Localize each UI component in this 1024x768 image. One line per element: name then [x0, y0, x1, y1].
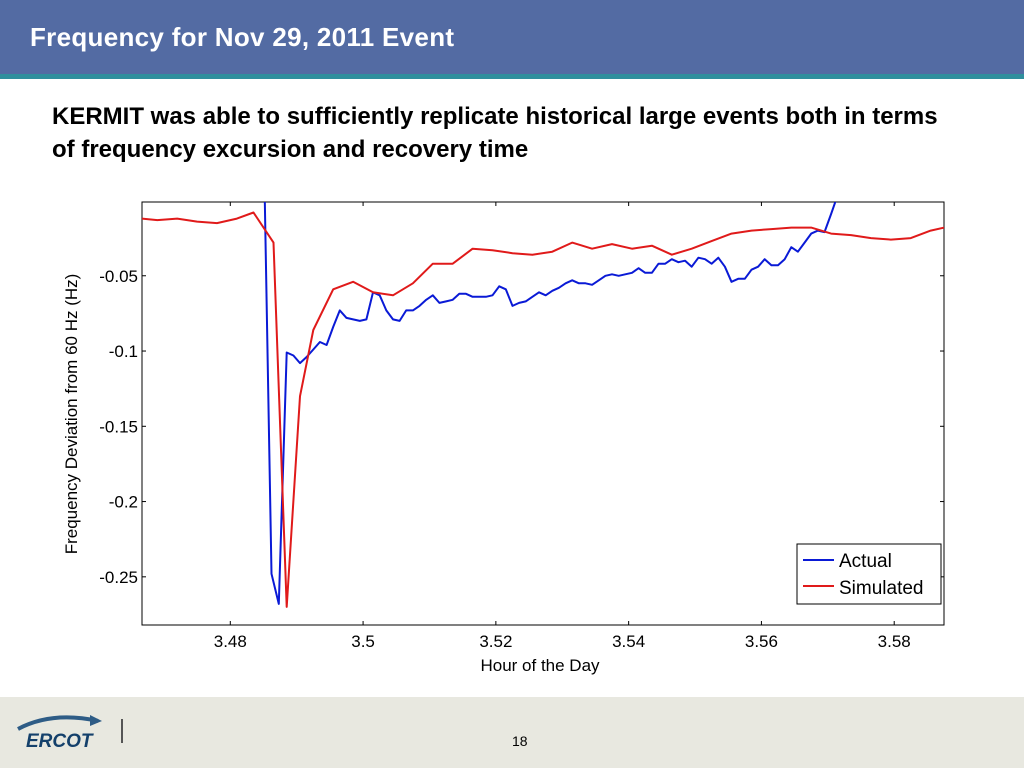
- ercot-logo: ERCOT: [17, 715, 102, 752]
- x-axis-label: Hour of the Day: [480, 656, 600, 675]
- x-tick-label: 3.5: [351, 632, 375, 651]
- slide-title: Frequency for Nov 29, 2011 Event: [30, 22, 455, 52]
- x-tick-label: 3.48: [214, 632, 247, 651]
- title-divider: [0, 74, 1024, 79]
- y-tick-label: -0.15: [99, 417, 138, 436]
- footer: ERCOT 18: [0, 697, 1024, 768]
- legend-label-simulated: Simulated: [839, 578, 924, 599]
- y-tick-label: -0.25: [99, 568, 138, 587]
- page-number: 18: [512, 733, 528, 749]
- x-tick-label: 3.52: [479, 632, 512, 651]
- series-line-actual: [263, 202, 837, 605]
- slide-subtitle: KERMIT was able to sufficiently replicat…: [52, 103, 938, 163]
- legend-label-actual: Actual: [839, 551, 892, 572]
- frequency-chart: 3.48 3.5 3.52 3.54 3.56 3.58 -0.05 -0.1 -0.15 -0…: [62, 201, 945, 675]
- x-tick-label: 3.58: [878, 632, 911, 651]
- footer-separator: [121, 719, 123, 743]
- series-line-simulated: [142, 208, 944, 608]
- y-tick-label: -0.05: [99, 267, 138, 286]
- y-tick-label: -0.1: [109, 342, 138, 361]
- x-tick-label: 3.54: [612, 632, 645, 651]
- title-bar: Frequency for Nov 29, 2011 Event: [0, 0, 1024, 74]
- x-tick-label: 3.56: [745, 632, 778, 651]
- legend-box: [796, 543, 942, 605]
- y-tick-label: -0.2: [109, 493, 138, 512]
- legend: Actual Simulated: [796, 543, 942, 605]
- y-axis-label: Frequency Deviation from 60 Hz (Hz): [62, 274, 81, 555]
- svg-text:ERCOT: ERCOT: [26, 731, 94, 752]
